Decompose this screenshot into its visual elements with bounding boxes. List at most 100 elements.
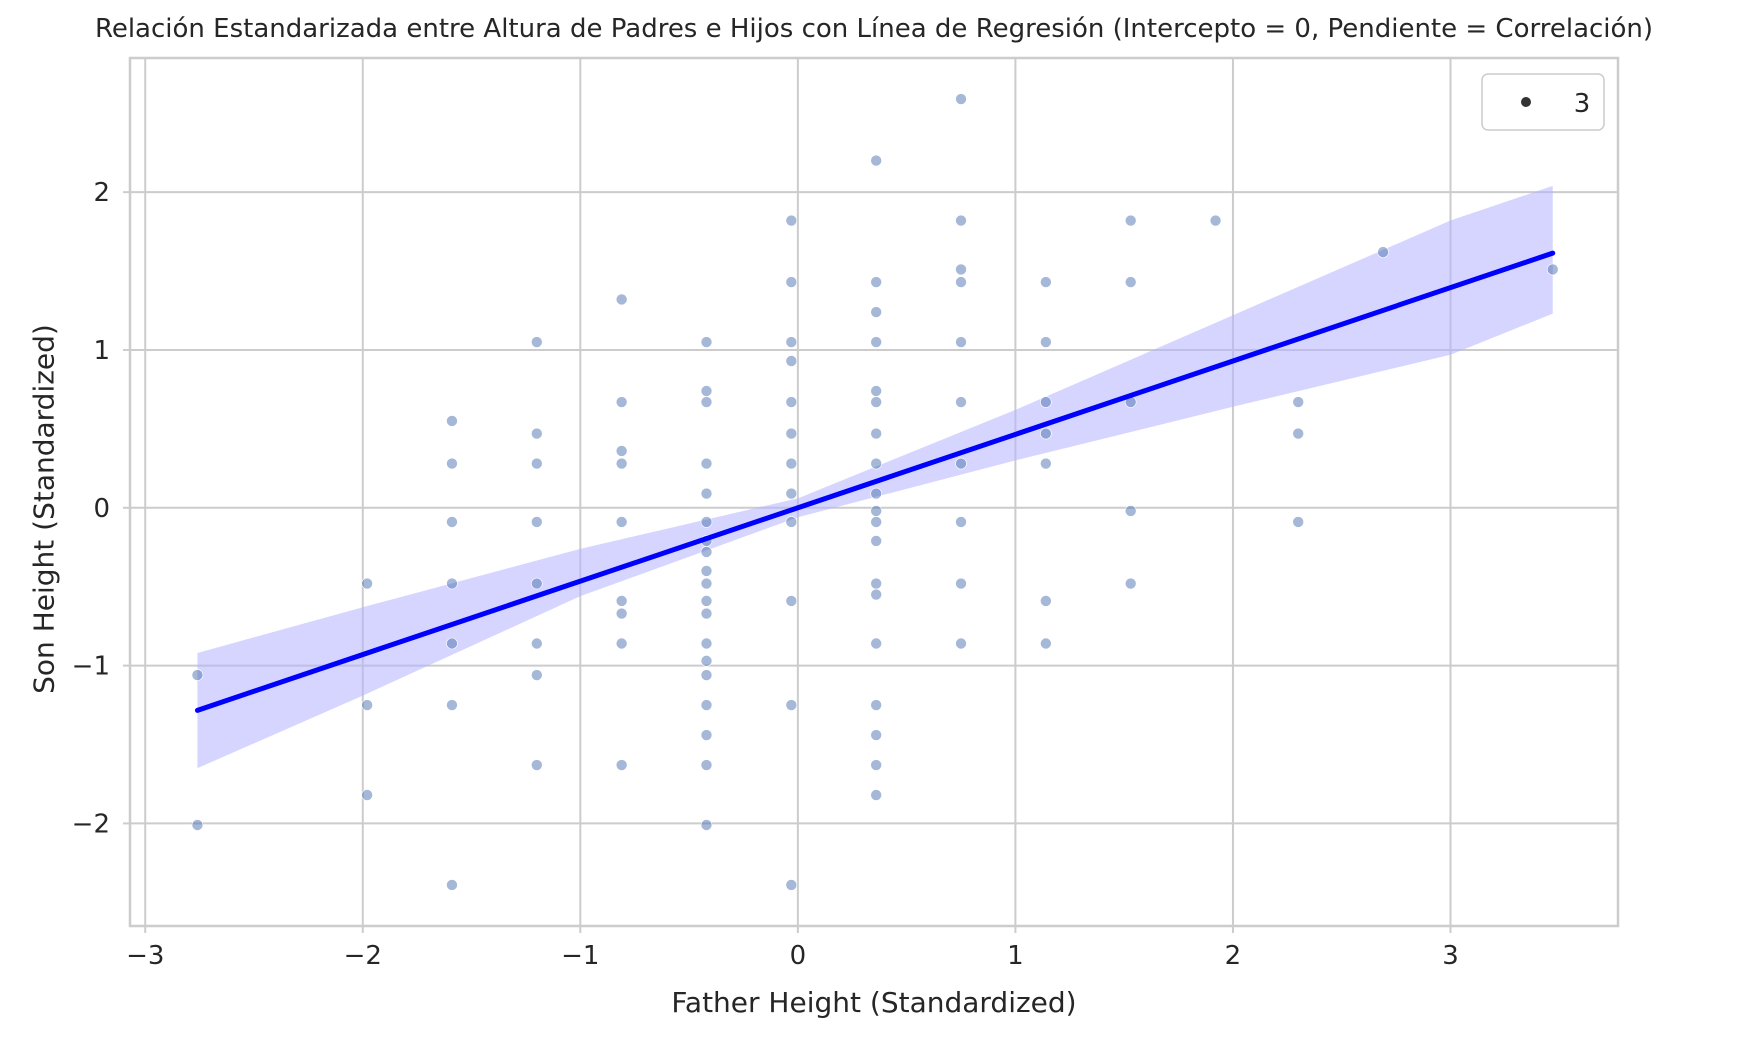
data-point <box>1040 276 1052 288</box>
chart-title: Relación Estandarizada entre Altura de P… <box>94 14 1654 44</box>
data-point <box>446 516 458 528</box>
data-point <box>1292 516 1305 528</box>
data-point <box>1040 595 1052 607</box>
data-point <box>870 699 882 711</box>
y-tick-label: 2 <box>93 178 110 208</box>
x-tick-label: −1 <box>561 941 599 971</box>
data-point <box>1040 396 1052 408</box>
x-tick-label: 0 <box>790 941 807 971</box>
data-point <box>785 699 798 711</box>
data-point <box>615 445 628 457</box>
data-point <box>700 457 713 470</box>
data-point <box>870 306 882 318</box>
x-tick-label: 3 <box>1442 941 1459 971</box>
data-point <box>870 276 882 288</box>
data-point <box>361 699 373 711</box>
data-point <box>446 879 458 891</box>
legend-entry: 3 <box>1574 89 1591 119</box>
data-point <box>1292 396 1305 408</box>
data-point <box>870 729 882 741</box>
data-point <box>785 276 798 288</box>
data-point <box>615 457 628 470</box>
data-point <box>955 263 967 276</box>
data-point <box>870 336 882 348</box>
data-point <box>700 819 713 831</box>
data-point <box>1040 637 1052 650</box>
x-tick-label: 1 <box>1007 941 1024 971</box>
data-point <box>1292 427 1305 440</box>
data-point <box>700 487 713 500</box>
data-point <box>700 396 713 408</box>
data-point <box>785 427 798 440</box>
data-point <box>531 669 543 681</box>
data-point <box>785 214 798 227</box>
data-point <box>615 759 628 771</box>
data-point <box>785 516 798 528</box>
data-point <box>531 516 543 528</box>
data-point <box>955 336 967 348</box>
data-point <box>1124 276 1137 288</box>
data-point <box>700 385 713 397</box>
data-point <box>531 637 543 650</box>
data-point <box>700 565 713 577</box>
data-point <box>531 577 543 590</box>
data-point <box>700 595 713 607</box>
data-point <box>361 789 373 801</box>
data-point <box>1124 214 1137 227</box>
data-point <box>870 759 882 771</box>
data-point <box>785 879 798 891</box>
data-point <box>785 355 798 367</box>
data-point <box>531 457 543 470</box>
data-point <box>955 93 967 105</box>
data-point <box>446 415 458 427</box>
data-point <box>955 577 967 590</box>
x-axis-label: Father Height (Standardized) <box>671 986 1077 1019</box>
data-point <box>700 577 713 590</box>
data-point <box>870 789 882 801</box>
data-point <box>1377 246 1389 258</box>
data-point <box>870 396 882 408</box>
data-point <box>1209 214 1222 227</box>
data-point <box>700 516 713 528</box>
data-point <box>531 759 543 771</box>
legend-box <box>1481 73 1605 131</box>
data-point <box>191 669 204 681</box>
data-point <box>1124 505 1137 517</box>
x-tick-label: −2 <box>344 941 382 971</box>
data-point <box>1040 336 1052 348</box>
y-axis-label: Son Height (Standardized) <box>27 324 61 694</box>
data-point <box>870 505 882 517</box>
data-point <box>531 427 543 440</box>
data-point <box>446 577 458 590</box>
x-tick-label: −3 <box>126 941 164 971</box>
data-point <box>615 595 628 607</box>
data-point <box>700 729 713 741</box>
x-tick-label: 2 <box>1225 941 1242 971</box>
data-point <box>785 457 798 470</box>
data-point <box>615 607 628 620</box>
data-point <box>870 385 882 397</box>
data-point <box>870 154 882 167</box>
data-point <box>955 516 967 528</box>
data-point <box>785 487 798 500</box>
legend-marker <box>1521 97 1531 107</box>
data-point <box>700 637 713 650</box>
data-point <box>955 457 967 470</box>
data-point <box>870 487 882 500</box>
data-point <box>870 577 882 590</box>
data-point <box>955 276 967 288</box>
data-point <box>785 336 798 348</box>
data-point <box>615 637 628 650</box>
data-point <box>700 699 713 711</box>
data-point <box>446 637 458 650</box>
data-point <box>1546 263 1559 276</box>
data-point <box>531 336 543 348</box>
data-point <box>700 759 713 771</box>
data-point <box>191 819 204 831</box>
data-point <box>700 336 713 348</box>
data-point <box>870 535 882 547</box>
y-tick-label: −1 <box>72 652 110 682</box>
data-point <box>700 607 713 620</box>
data-point <box>700 546 713 558</box>
